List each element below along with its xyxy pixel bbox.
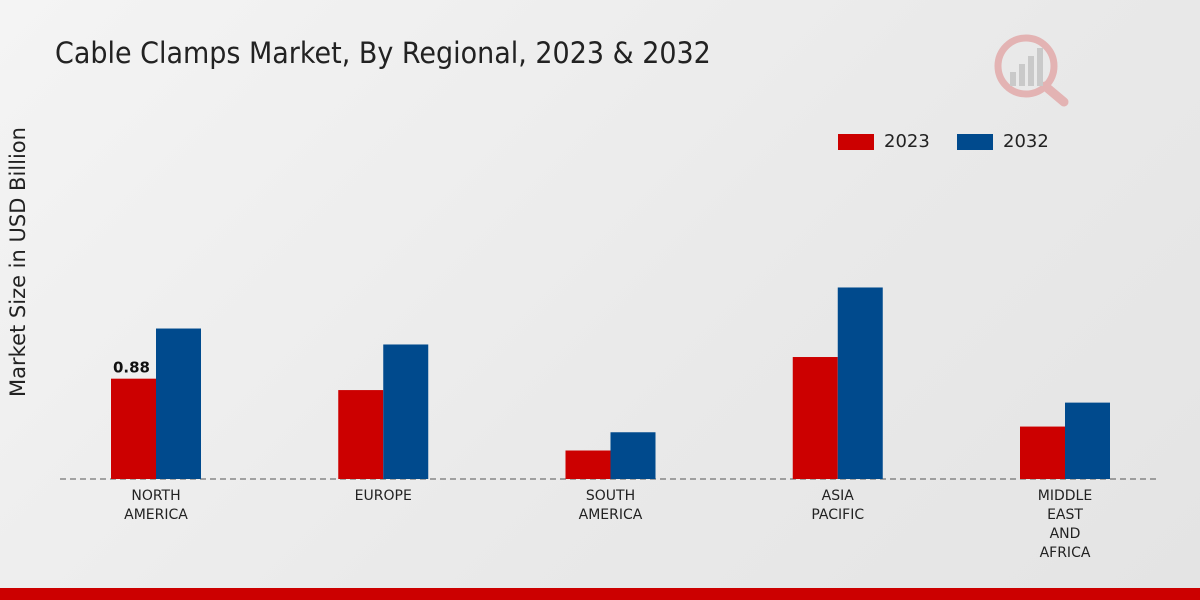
bottom-accent-strip bbox=[0, 588, 1200, 600]
x-tick-label: SOUTH AMERICA bbox=[579, 488, 643, 523]
bar-2032-asia-pacific bbox=[837, 287, 883, 479]
x-tick-label: NORTH AMERICA bbox=[124, 488, 188, 523]
bar-2032-middle-east-and-africa bbox=[1065, 402, 1110, 479]
bar-2023-north-america bbox=[111, 378, 156, 479]
bar-2023-middle-east-and-africa bbox=[1020, 426, 1065, 479]
x-tick-label: MIDDLE EAST AND AFRICA bbox=[1038, 488, 1092, 561]
bar-2032-north-america bbox=[156, 328, 201, 479]
data-label: 0.88 bbox=[113, 359, 150, 377]
chart-title: Cable Clamps Market, By Regional, 2023 &… bbox=[55, 36, 711, 70]
bar-2023-europe bbox=[338, 390, 384, 479]
legend-label-2032: 2032 bbox=[1003, 131, 1049, 152]
legend-swatch-2032 bbox=[957, 133, 993, 150]
legend-item-2023: 2023 bbox=[838, 131, 930, 152]
x-tick-label: EUROPE bbox=[355, 488, 412, 504]
legend-item-2032: 2032 bbox=[957, 131, 1049, 152]
bar-2032-europe bbox=[383, 344, 429, 479]
legend-swatch-2023 bbox=[838, 133, 874, 150]
bar-2023-south-america bbox=[565, 450, 611, 479]
magnifier-bar-chart-icon bbox=[994, 34, 1069, 107]
x-tick-label: ASIA PACIFIC bbox=[811, 488, 864, 523]
bar-2023-asia-pacific bbox=[792, 357, 838, 479]
legend-label-2023: 2023 bbox=[884, 131, 930, 152]
bar-2032-south-america bbox=[610, 432, 656, 479]
